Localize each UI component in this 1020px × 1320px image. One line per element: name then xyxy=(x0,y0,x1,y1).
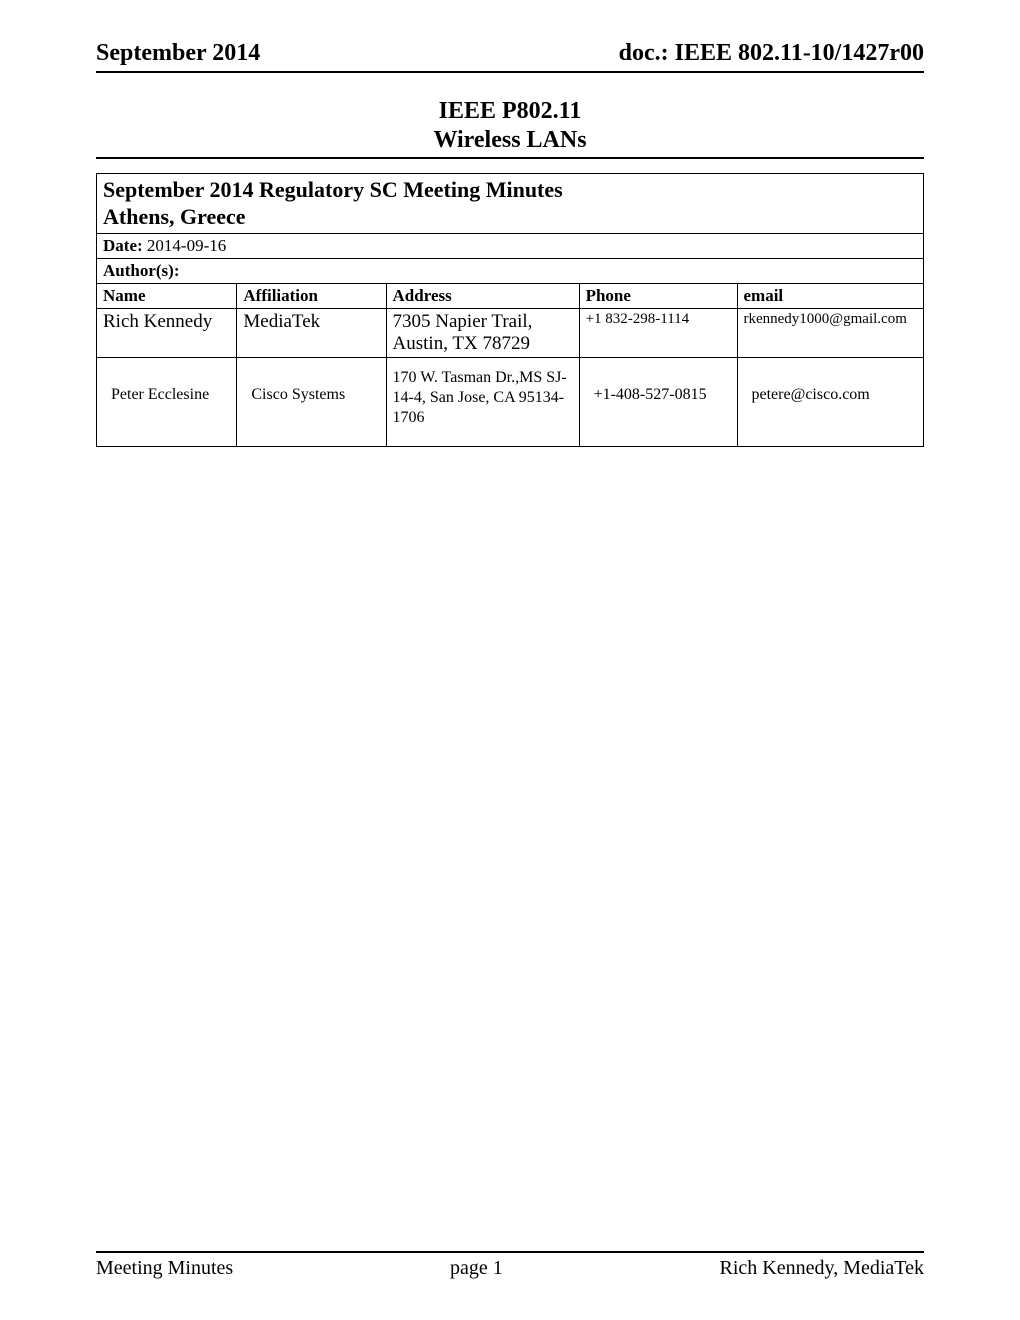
page-header: September 2014 doc.: IEEE 802.11-10/1427… xyxy=(96,40,924,73)
col-affiliation-header: Affiliation xyxy=(237,283,386,308)
footer-center: page 1 xyxy=(450,1257,503,1280)
author-phone: +1 832-298-1114 xyxy=(579,308,737,357)
title-line2: Athens, Greece xyxy=(103,203,917,231)
title-line1: September 2014 Regulatory SC Meeting Min… xyxy=(103,176,917,204)
col-email-header: email xyxy=(737,283,924,308)
metadata-table: September 2014 Regulatory SC Meeting Min… xyxy=(96,173,924,447)
authors-label-row: Author(s): xyxy=(97,258,924,283)
footer-right: Rich Kennedy, MediaTek xyxy=(720,1257,924,1280)
heading-line2: Wireless LANs xyxy=(96,126,924,155)
footer-left: Meeting Minutes xyxy=(96,1257,233,1280)
author-row: Rich Kennedy MediaTek 7305 Napier Trail,… xyxy=(97,308,924,357)
col-phone-header: Phone xyxy=(579,283,737,308)
document-heading: IEEE P802.11 Wireless LANs xyxy=(96,97,924,159)
date-value: 2014-09-16 xyxy=(147,236,226,255)
author-affiliation: MediaTek xyxy=(237,308,386,357)
page-footer: Meeting Minutes page 1 Rich Kennedy, Med… xyxy=(96,1251,924,1280)
title-cell: September 2014 Regulatory SC Meeting Min… xyxy=(97,173,924,233)
title-row: September 2014 Regulatory SC Meeting Min… xyxy=(97,173,924,233)
date-cell: Date: 2014-09-16 xyxy=(97,233,924,258)
document-page: September 2014 doc.: IEEE 802.11-10/1427… xyxy=(0,0,1020,1320)
author-row: Peter Ecclesine Cisco Systems 170 W. Tas… xyxy=(97,357,924,446)
author-email: petere@cisco.com xyxy=(737,357,924,446)
authors-label: Author(s): xyxy=(97,258,924,283)
author-email: rkennedy1000@gmail.com xyxy=(737,308,924,357)
author-address: 170 W. Tasman Dr.,MS SJ-14-4, San Jose, … xyxy=(386,357,579,446)
heading-line1: IEEE P802.11 xyxy=(96,97,924,126)
header-left: September 2014 xyxy=(96,40,260,67)
col-address-header: Address xyxy=(386,283,579,308)
author-name: Peter Ecclesine xyxy=(97,357,237,446)
footer-line: Meeting Minutes page 1 Rich Kennedy, Med… xyxy=(96,1251,924,1280)
header-right: doc.: IEEE 802.11-10/1427r00 xyxy=(619,40,924,67)
author-address: 7305 Napier Trail, Austin, TX 78729 xyxy=(386,308,579,357)
authors-header-row: Name Affiliation Address Phone email xyxy=(97,283,924,308)
date-label: Date: xyxy=(103,236,143,255)
date-row: Date: 2014-09-16 xyxy=(97,233,924,258)
author-name: Rich Kennedy xyxy=(97,308,237,357)
author-phone: +1-408-527-0815 xyxy=(579,357,737,446)
author-affiliation: Cisco Systems xyxy=(237,357,386,446)
col-name-header: Name xyxy=(97,283,237,308)
